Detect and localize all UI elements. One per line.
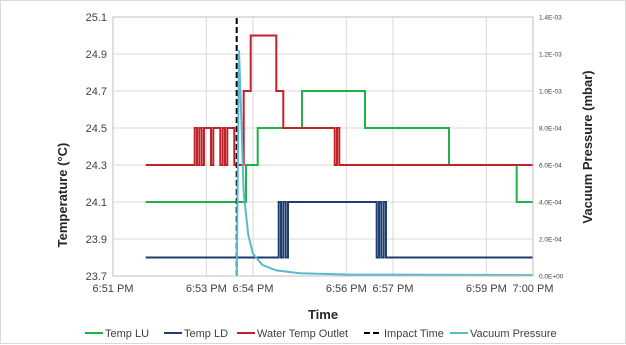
y2-tick-label: 1.0E-03 [539, 89, 562, 96]
y-tick-label: 23.9 [86, 234, 107, 246]
y-tick-label: 24.7 [86, 86, 107, 98]
y-tick-label: 24.9 [86, 49, 107, 61]
x-tick-label: 6:59 PM [466, 283, 507, 295]
y2-tick-label: 8.0E-04 [539, 126, 562, 133]
legend: Temp LU Temp LD Water Temp Outlet Impact Ti… [85, 328, 557, 340]
legend-label-impact-time: Impact Time [384, 328, 444, 340]
legend-label-vacuum-pressure: Vacuum Pressure [470, 328, 557, 340]
x-tick-label: 6:54 PM [233, 283, 274, 295]
y2-tick-label: 0.0E+00 [539, 274, 564, 281]
y2-tick-label: 1.4E-03 [539, 15, 562, 22]
y-axis-title: Temperature (°C) [55, 143, 70, 248]
plot-area [112, 16, 534, 277]
x-tick-label: 6:51 PM [93, 283, 134, 295]
x-tick-label: 6:56 PM [326, 283, 367, 295]
y2-tick-label: 1.2E-03 [539, 52, 562, 59]
series-group [145, 17, 534, 277]
y-tick-label: 25.1 [86, 12, 107, 24]
gridlines [112, 16, 534, 277]
legend-label-temp-ld: Temp LD [184, 328, 228, 340]
axes [112, 16, 534, 277]
y-tick-label: 23.7 [86, 271, 107, 283]
series-line-temp-ld [145, 201, 533, 259]
x-tick-label: 6:57 PM [373, 283, 414, 295]
y2-tick-label: 2.0E-04 [539, 237, 562, 244]
series-line-water-temp-outlet [145, 34, 533, 166]
series-line-vacuum-pressure [235, 50, 534, 277]
y-tick-label: 24.5 [86, 123, 107, 135]
y-tick-label: 24.3 [86, 160, 107, 172]
y2-tick-label: 6.0E-04 [539, 163, 562, 170]
x-axis-title: Time [308, 307, 338, 322]
legend-label-water-temp-outlet: Water Temp Outlet [257, 328, 348, 340]
y2-axis-title: Vacuum Pressure (mbar) [580, 70, 595, 223]
x-tick-label: 6:53 PM [186, 283, 227, 295]
legend-label-temp-lu: Temp LU [105, 328, 149, 340]
y-tick-label: 24.1 [86, 197, 107, 209]
axis-ticks: 25.1 24.9 24.7 24.5 24.3 24.1 23.9 23.7 1.4E-03 1… [86, 12, 564, 295]
x-tick-label: 7:00 PM [513, 283, 554, 295]
y2-tick-label: 4.0E-04 [539, 200, 562, 207]
